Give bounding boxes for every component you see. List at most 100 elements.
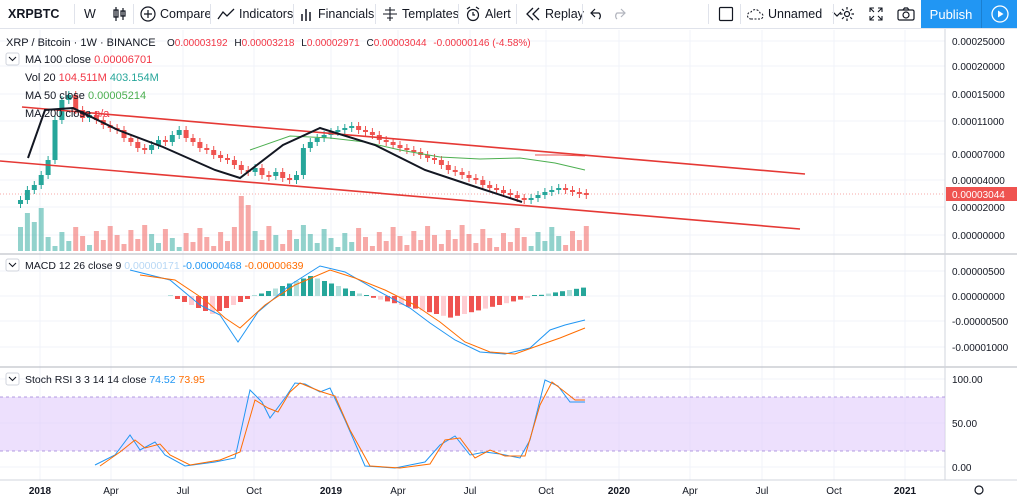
layout-menu[interactable]: Unnamed	[746, 0, 842, 28]
symbol-search[interactable]: XRPBTC	[8, 0, 59, 28]
expand-icon	[869, 7, 883, 21]
symbol-label: XRPBTC	[8, 7, 60, 21]
toolbar-divider	[133, 4, 134, 24]
price-axis[interactable]: 0.00025000 0.00020000 0.00015000 0.00011…	[952, 37, 1005, 242]
play-button[interactable]	[981, 0, 1017, 28]
candle-body	[556, 188, 562, 190]
toolbar-divider	[458, 4, 459, 24]
candle-body	[162, 140, 168, 142]
financials-label: Financials	[318, 7, 375, 21]
snapshot-button[interactable]	[897, 0, 915, 28]
macd-legend[interactable]: MACD 12 26 close 9 0.00000171 -0.0000046…	[5, 258, 304, 272]
candle-body	[280, 172, 286, 178]
macd-histogram-bar	[294, 281, 299, 296]
study-volume[interactable]: Vol 20 104.511M 403.154M	[25, 72, 159, 84]
volume-bar	[211, 246, 217, 251]
time-axis[interactable]: 2018 Apr Jul Oct 2019 Apr Jul Oct 2020 A…	[29, 486, 917, 497]
toolbar-divider	[74, 4, 75, 24]
study-ma100[interactable]: MA 100 close 0.00006701	[25, 54, 152, 66]
volume-bar	[238, 196, 244, 251]
macd-histogram-bar	[525, 296, 530, 298]
alert-label: Alert	[485, 7, 511, 21]
trend-zigzag-line[interactable]	[27, 106, 523, 203]
volume-bar	[183, 233, 189, 251]
volume-bar	[390, 227, 396, 251]
time-tick-label: Apr	[390, 486, 406, 497]
volume-bar	[528, 246, 534, 251]
price-tick-label: 0.00004000	[952, 176, 1005, 187]
volume-bar	[404, 245, 410, 251]
macd-histogram-bar	[287, 283, 292, 296]
macd-histogram-bar	[539, 294, 544, 296]
volume-bar	[363, 237, 368, 251]
layout-name-label: Unnamed	[768, 7, 823, 21]
volume-bar	[425, 226, 431, 251]
study-ma200[interactable]: MA 200 close n/a	[25, 108, 110, 120]
volume-bar	[59, 232, 65, 251]
macd-histogram-bar	[399, 296, 404, 305]
compare-button[interactable]: Compare	[140, 0, 211, 28]
last-price-label: 0.00003044	[952, 190, 1005, 201]
top-toolbar: XRPBTC W Compare Indicators Financials T…	[0, 0, 1017, 29]
stoch-k-line	[94, 379, 585, 469]
volume-bar	[494, 247, 500, 251]
time-tick-label: 2019	[320, 486, 343, 497]
volume-bar	[521, 237, 527, 251]
candle-body	[176, 130, 182, 135]
macd-axis[interactable]: 0.00000500 0.00000000 -0.00000500 -0.000…	[952, 267, 1009, 354]
volume-bar	[135, 239, 141, 251]
candle-body	[287, 178, 293, 180]
ma100-line	[535, 154, 586, 157]
macd-histogram-bar	[189, 296, 194, 305]
interval-button[interactable]: W	[84, 0, 96, 28]
candle-body	[231, 160, 237, 165]
macd-histogram-bar	[308, 276, 313, 296]
stoch-tick-label: 50.00	[952, 419, 977, 430]
fullscreen-button[interactable]	[869, 0, 883, 28]
volume-bar	[18, 227, 23, 251]
candle-body	[542, 192, 548, 195]
chart-area[interactable]: 0.00025000 0.00020000 0.00015000 0.00011…	[0, 29, 1017, 500]
undo-button[interactable]	[590, 0, 604, 28]
candle-body	[238, 165, 244, 170]
candle-body	[480, 180, 486, 185]
candle-body	[563, 188, 569, 190]
stoch-axis[interactable]: 100.00 50.00 0.00	[952, 375, 983, 474]
stoch-legend[interactable]: Stoch RSI 3 3 14 14 close 74.52 73.95	[5, 372, 205, 386]
financials-button[interactable]: Financials	[300, 0, 374, 28]
macd-histogram-bar	[546, 293, 551, 296]
macd-tick-label: -0.00001000	[952, 343, 1009, 354]
study-ma50[interactable]: MA 50 close 0.00005214	[25, 90, 146, 102]
settings-button[interactable]	[839, 0, 855, 28]
stoch-collapse-button[interactable]	[5, 372, 20, 386]
replay-button[interactable]: Replay	[525, 0, 584, 28]
volume-bar	[466, 234, 472, 251]
chart-settings-button[interactable]	[974, 485, 984, 495]
candle-body	[204, 148, 210, 150]
redo-button[interactable]	[612, 0, 626, 28]
macd-collapse-button[interactable]	[5, 258, 20, 272]
toolbar-divider	[740, 4, 741, 24]
legend-collapse-button[interactable]	[5, 52, 20, 66]
volume-bar	[549, 227, 555, 251]
macd-histogram-bar	[581, 287, 586, 296]
templates-button[interactable]: Templates	[382, 0, 459, 28]
gear-icon	[840, 7, 854, 21]
indicators-button[interactable]: Indicators	[217, 0, 293, 28]
candle-body	[31, 185, 37, 190]
candle-body	[576, 192, 582, 194]
plus-circle-icon	[140, 6, 156, 22]
volume-bar	[473, 243, 479, 251]
alert-button[interactable]: Alert	[465, 0, 511, 28]
publish-button[interactable]: Publish	[921, 0, 981, 28]
channel-lower-line[interactable]	[0, 160, 801, 230]
time-tick-label: Jul	[177, 486, 190, 497]
play-icon	[990, 5, 1009, 23]
macd-histogram-bar	[259, 293, 264, 296]
volume-bar	[169, 238, 175, 251]
macd-histogram-bar	[574, 288, 579, 296]
volume-bar	[190, 242, 196, 251]
channel-upper-line[interactable]	[21, 106, 806, 175]
fullscreen-square-button[interactable]	[718, 0, 734, 28]
bar-style-button[interactable]	[113, 0, 127, 28]
